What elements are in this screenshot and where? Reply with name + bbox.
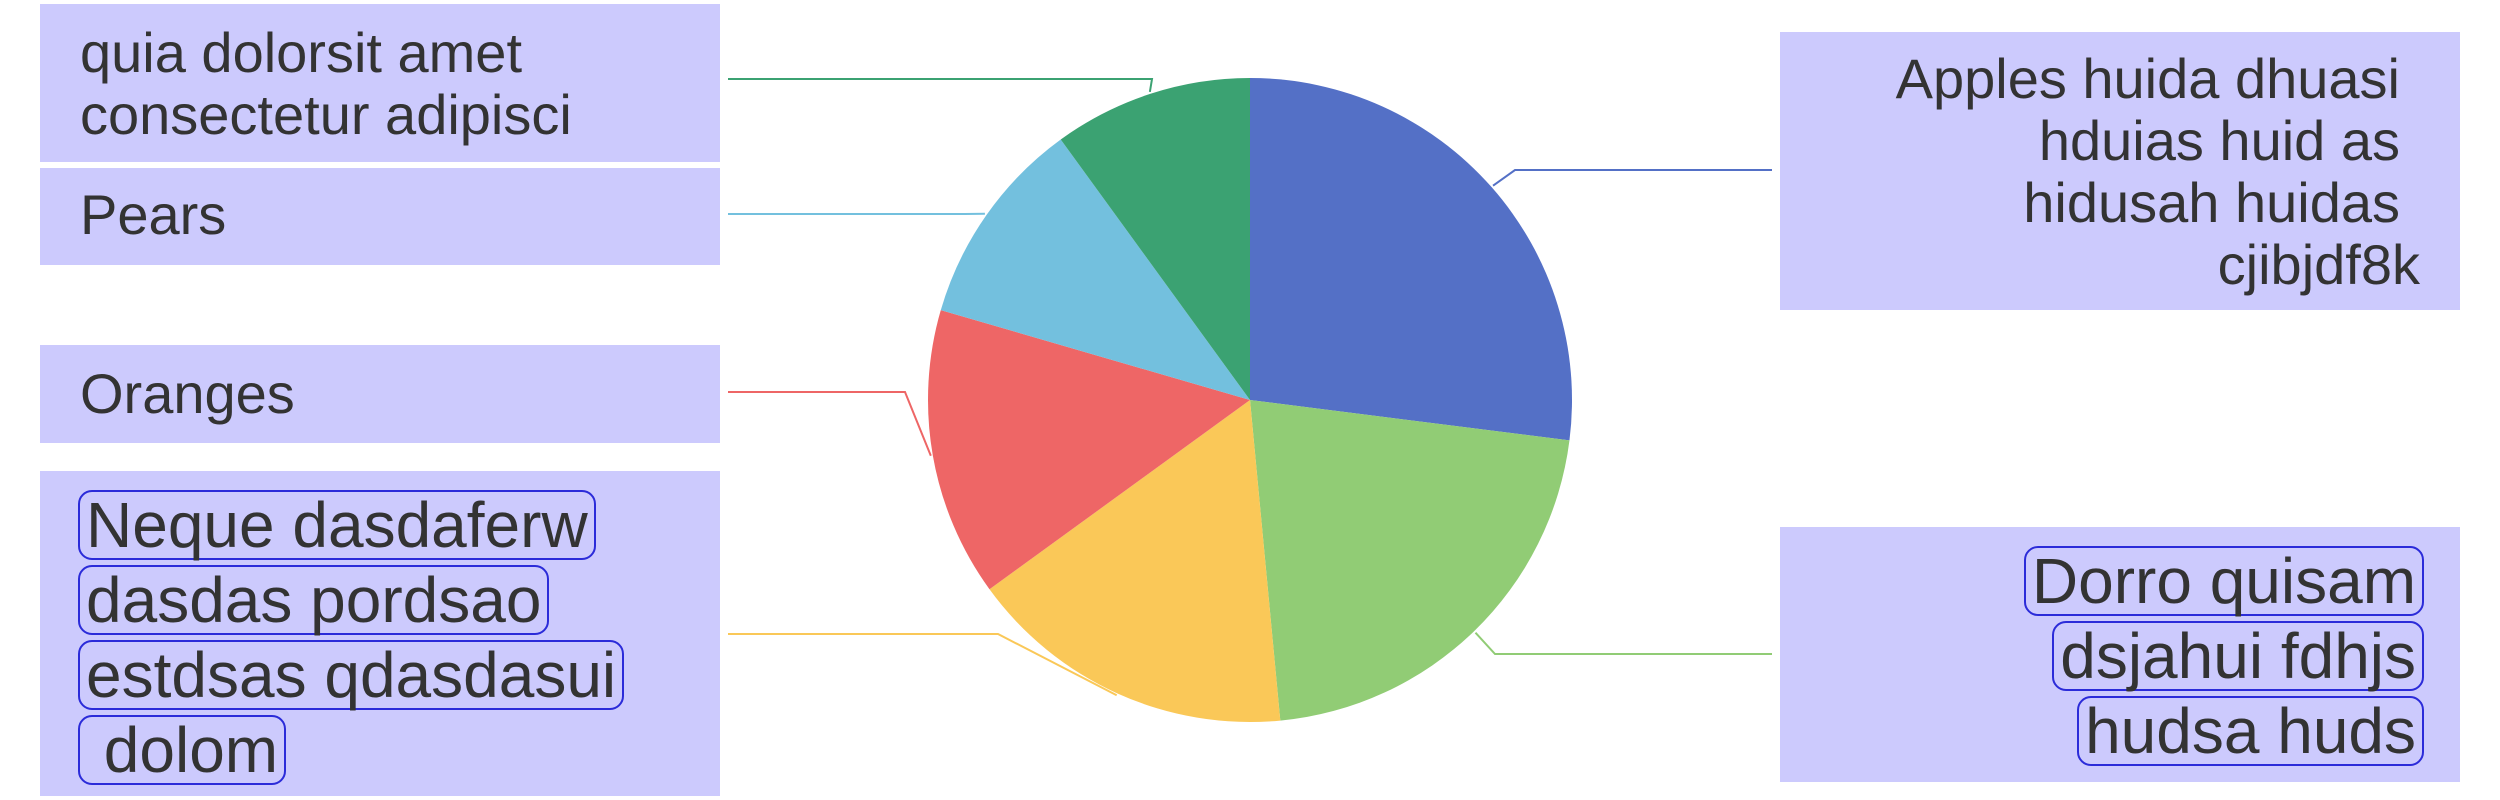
label-pears: Pears [40, 168, 720, 265]
pie-slice-2 [1250, 400, 1570, 721]
label-neque: Neque dasdaferw dasdas pordsao estdsas q… [40, 471, 720, 796]
label-neque-line-1: Neque dasdaferw [78, 490, 596, 560]
label-quia: quia dolorsit amet consectetur adipisci [40, 4, 720, 162]
label-quia-line-2: consectetur adipisci [80, 83, 572, 146]
label-neque-line-3: estdsas qdasdasui [78, 640, 625, 710]
label-dorro-line-1: Dorro quisam [2023, 546, 2424, 616]
label-neque-line-2: dasdas pordsao [78, 565, 550, 635]
label-apples-line-2: hduias huid as [2038, 109, 2400, 172]
label-apples: Apples huida dhuasi hduias huid as hidus… [1780, 32, 2460, 310]
pie-slice-1 [1250, 78, 1572, 441]
pie-slice-4 [928, 310, 1250, 590]
leader-line-6 [728, 78, 1154, 93]
pie-slice-6 [1060, 78, 1250, 400]
label-apples-line-4: cjibjdf8k [2217, 233, 2420, 296]
leader-line-1 [1492, 169, 1772, 187]
pie-slice-3 [989, 400, 1281, 722]
label-apples-line-1: Apples huida dhuasi [1895, 47, 2400, 110]
leader-line-2 [1474, 631, 1772, 655]
label-quia-line-1: quia dolorsit amet [80, 21, 523, 84]
label-oranges-text: Oranges [80, 362, 295, 425]
label-apples-line-3: hidusah huidas [2023, 171, 2400, 234]
label-dorro: Dorro quisam dsjahui fdhjs hudsa huds [1780, 527, 2460, 782]
pie-slice-5 [940, 139, 1250, 400]
label-oranges: Oranges [40, 345, 720, 443]
leader-line-4 [728, 391, 932, 457]
label-dorro-line-3: hudsa huds [2077, 696, 2424, 766]
label-pears-text: Pears [80, 183, 227, 246]
label-neque-line-4: dolom [78, 715, 287, 785]
label-dorro-line-2: dsjahui fdhjs [2052, 621, 2424, 691]
leader-line-3 [728, 633, 1118, 697]
